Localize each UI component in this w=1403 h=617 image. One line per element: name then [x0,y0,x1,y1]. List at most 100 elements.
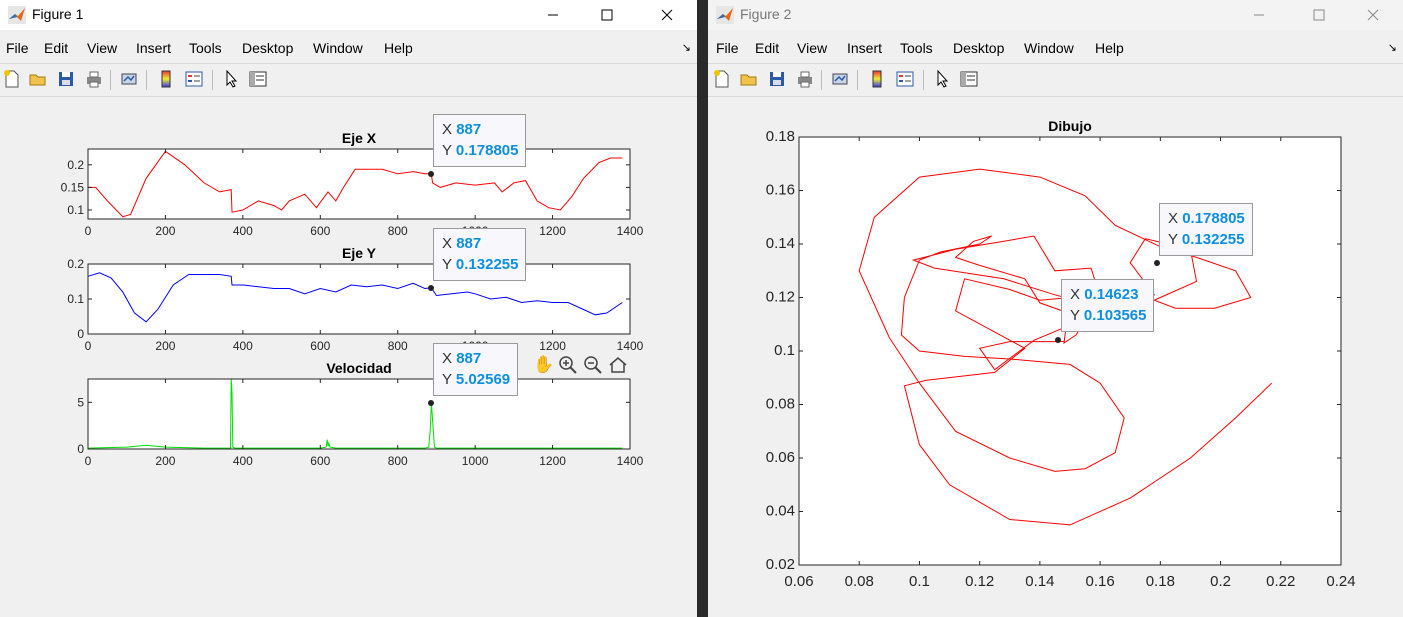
datatip-y-value: 0.103565 [1083,307,1147,324]
window-title: Figure 1 [32,6,84,22]
menu-desktop[interactable]: Desktop [242,40,294,56]
datatip[interactable]: X 0.14623 Y 0.103565 [1061,279,1155,332]
x-tick-label: 0.14 [1025,573,1054,590]
y-tick-label: 0.16 [766,182,795,199]
datatip-x-value: 887 [456,121,482,138]
close-button[interactable] [1350,0,1396,30]
zoom-out-icon[interactable] [583,355,603,375]
link-plot-icon[interactable] [119,69,139,89]
link-plot-icon[interactable] [830,69,850,89]
new-figure-icon[interactable] [712,69,732,89]
plot-area [88,264,630,334]
plot-area [88,379,630,449]
x-tick-label: 600 [310,454,330,468]
y-tick-label: 0.1 [67,292,84,306]
menu-insert[interactable]: Insert [136,40,172,56]
close-button[interactable] [644,0,690,30]
colorbar-icon[interactable] [156,69,176,89]
pan-hand-icon[interactable]: ✋ [533,355,555,374]
datatip[interactable]: X 887 Y 0.132255 [433,228,527,281]
figure2-titlebar[interactable]: Figure 2 [708,0,1403,30]
datatip[interactable]: X 887 Y 5.02569 [433,343,519,396]
property-editor-icon[interactable] [248,69,268,89]
x-tick-label: 0.1 [909,573,930,590]
y-tick-label: 5 [77,395,84,409]
x-tick-label: 0.08 [845,573,874,590]
legend-icon[interactable] [184,69,204,89]
zoom-in-icon[interactable] [558,355,578,375]
x-tick-label: 1200 [539,454,566,468]
close-icon [661,9,673,21]
y-tick-label: 0.1 [67,203,84,217]
new-figure-icon[interactable] [2,69,22,89]
series-line [88,150,623,218]
y-tick-label: 0.2 [67,158,84,172]
datatip-x-value: 0.178805 [1182,210,1245,227]
toolbar-separator [146,70,147,90]
colorbar-icon[interactable] [867,69,887,89]
x-tick-label: 1200 [539,339,566,353]
menu-insert[interactable]: Insert [847,40,883,56]
menu-window[interactable]: Window [1024,40,1074,56]
x-tick-label: 0.12 [965,573,994,590]
x-tick-label: 0 [85,339,92,353]
figure2-window: Figure 2 File Edit View Insert Tools Des… [708,0,1403,617]
x-tick-label: 0.16 [1086,573,1115,590]
menu-view[interactable]: View [87,40,118,56]
datatip-y-label: Y [442,371,452,388]
menu-bar: File Edit View Insert Tools Desktop Wind… [708,34,1403,62]
datatip-y-value: 0.132255 [1181,231,1245,248]
datatip-x-value: 0.14623 [1084,286,1139,303]
matlab-icon [716,6,734,24]
property-editor-icon[interactable] [959,69,979,89]
toolbar-separator [212,70,213,90]
datatip-marker[interactable] [1055,337,1061,343]
dock-arrow-icon[interactable]: ↘ [1387,42,1397,54]
datatip[interactable]: X 0.178805 Y 0.132255 [1159,203,1253,256]
home-icon[interactable] [608,355,628,375]
figure2-axes[interactable]: 0.06 0.08 0.1 0.12 0.14 0.16 0.18 0.2 0.22 0.24 0.… [708,95,1403,617]
menu-edit[interactable]: Edit [44,40,69,56]
menu-help[interactable]: Help [384,40,413,56]
print-icon[interactable] [84,69,104,89]
maximize-icon [601,9,613,21]
menu-desktop[interactable]: Desktop [953,40,1005,56]
legend-icon[interactable] [895,69,915,89]
menu-help[interactable]: Help [1095,40,1124,56]
x-tick-label: 200 [155,454,175,468]
datatip-marker[interactable] [428,171,434,177]
x-tick-label: 0.22 [1266,573,1295,590]
x-tick-label: 400 [233,224,253,238]
plot-area [799,137,1341,565]
datatip-marker[interactable] [1154,260,1160,266]
menu-view[interactable]: View [797,40,828,56]
menu-tools[interactable]: Tools [189,40,222,56]
menu-tools[interactable]: Tools [900,40,933,56]
figure1-titlebar[interactable]: Figure 1 [0,0,697,30]
save-icon[interactable] [56,69,76,89]
dock-arrow-icon[interactable]: ↘ [681,42,691,54]
pointer-icon[interactable] [933,69,953,89]
menu-window[interactable]: Window [313,40,363,56]
menu-edit[interactable]: Edit [755,40,780,56]
maximize-button[interactable] [1296,0,1342,30]
save-icon[interactable] [767,69,787,89]
print-icon[interactable] [795,69,815,89]
datatip[interactable]: X 887 Y 0.178805 [433,114,527,167]
minimize-button[interactable] [530,0,576,30]
menu-file[interactable]: File [716,40,739,56]
x-tick-label: 800 [388,454,408,468]
datatip-marker[interactable] [428,285,434,291]
x-tick-label: 200 [155,224,175,238]
menu-file[interactable]: File [6,40,29,56]
maximize-button[interactable] [584,0,630,30]
datatip-marker[interactable] [428,400,434,406]
open-file-icon[interactable] [28,69,48,89]
minimize-button[interactable] [1236,0,1282,30]
y-tick-label: 0.06 [766,449,795,466]
y-tick-label: 0.12 [766,289,795,306]
datatip-x-label: X [442,235,453,252]
pointer-icon[interactable] [222,69,242,89]
open-file-icon[interactable] [739,69,759,89]
